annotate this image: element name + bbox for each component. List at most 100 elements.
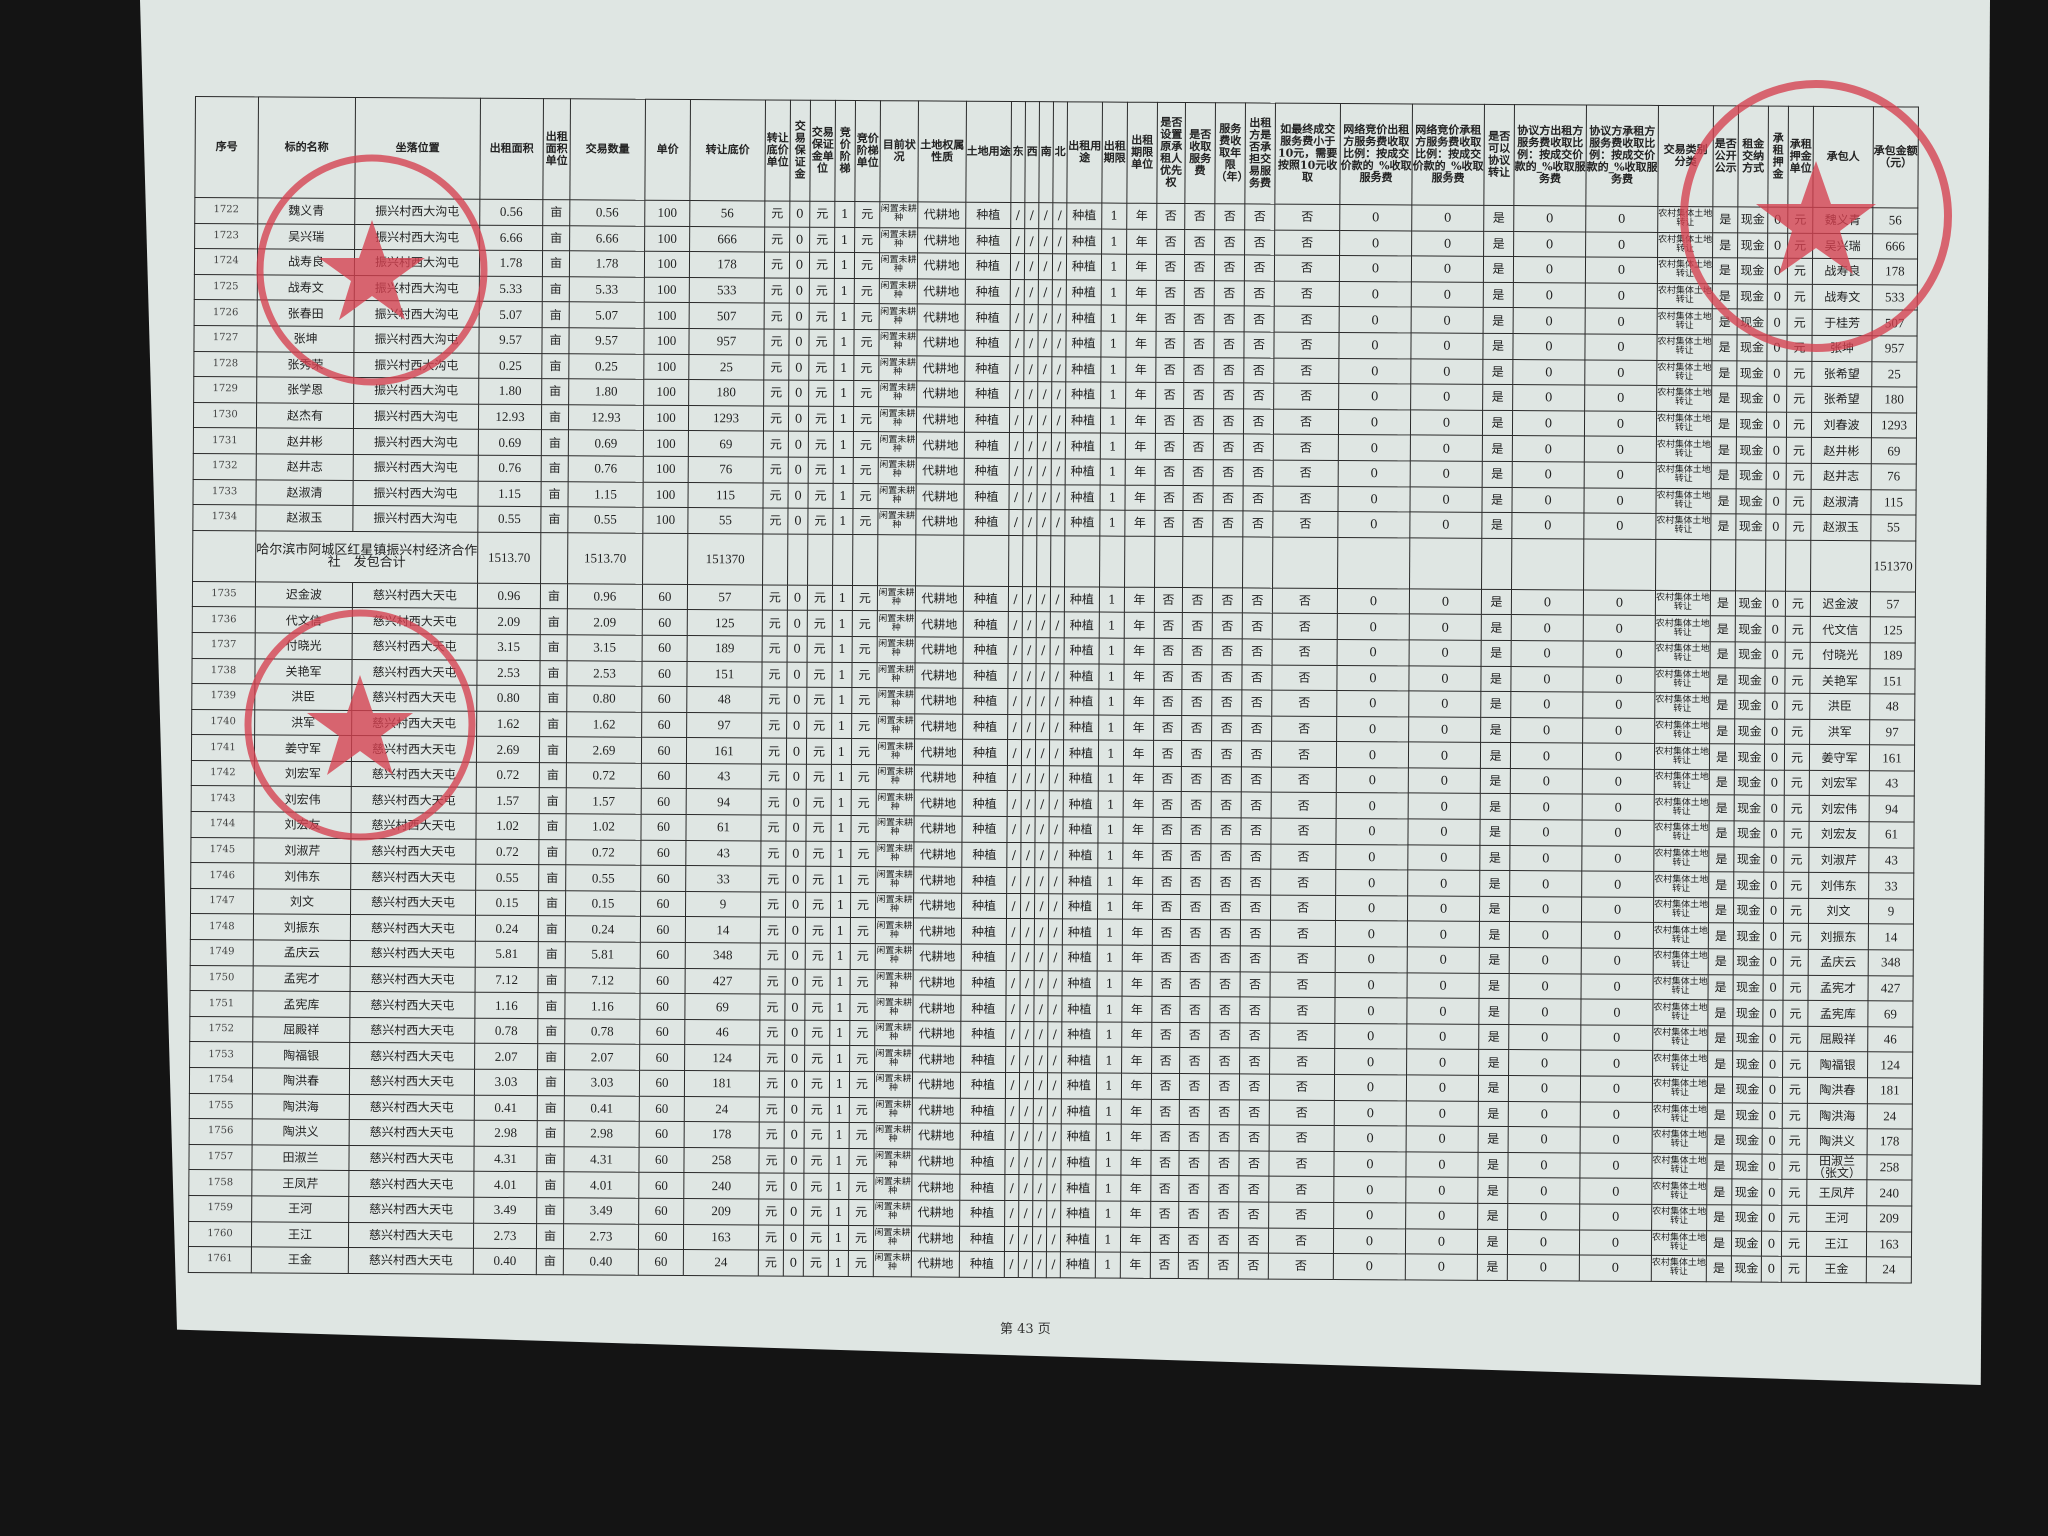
- contractor: 代文信: [1810, 616, 1871, 643]
- online-lessee-pct: 0: [1411, 281, 1484, 308]
- west: /: [1018, 1200, 1033, 1227]
- lease-deposit-unit: 元: [1785, 616, 1811, 643]
- parcel-name: 关艳军: [254, 658, 353, 685]
- quantity: 0.80: [566, 685, 642, 712]
- land-use: 种植: [965, 202, 1011, 229]
- deposit-unit: 元: [805, 815, 832, 842]
- lease-deposit: 0: [1762, 1051, 1783, 1078]
- term: 1: [1100, 433, 1126, 460]
- nego-lessor-pct: 0: [1507, 1177, 1580, 1204]
- charge-fee: 否: [1181, 715, 1212, 742]
- contractor: 刘宏友: [1808, 821, 1870, 848]
- blank-cell: [1409, 537, 1482, 590]
- base-price: 125: [687, 609, 763, 636]
- east: /: [1007, 739, 1022, 766]
- land-use: 种植: [963, 509, 1009, 536]
- west: /: [1021, 688, 1036, 715]
- column-header: 转让底价单位: [764, 99, 791, 202]
- priority: 否: [1153, 689, 1182, 716]
- term: 1: [1098, 663, 1125, 690]
- bid-step-unit: 元: [853, 380, 879, 407]
- north: /: [1052, 253, 1067, 280]
- online-lessor-pct: 0: [1336, 767, 1409, 794]
- status: 闲置未耕种: [875, 866, 914, 893]
- column-header: 东: [1010, 101, 1026, 203]
- category: 农村集体土地转让: [1655, 615, 1711, 642]
- lease-deposit-unit: 元: [1786, 463, 1812, 489]
- north: /: [1050, 484, 1066, 510]
- parcel-name: 刘文: [253, 888, 351, 915]
- lease-deposit-unit: 元: [1783, 898, 1809, 924]
- term: 1: [1099, 612, 1125, 639]
- deposit: 0: [784, 1045, 805, 1072]
- min-fee-rule: 否: [1272, 485, 1339, 512]
- row-number: 1723: [194, 223, 258, 250]
- south: /: [1032, 1175, 1047, 1201]
- bid-step-unit: 元: [854, 303, 880, 330]
- price-unit: 元: [758, 1224, 784, 1251]
- ownership: 代耕地: [915, 636, 964, 663]
- west: /: [1021, 663, 1037, 689]
- quantity: 0.40: [563, 1248, 639, 1275]
- location: 慈兴村西大天屯: [352, 582, 478, 609]
- price-unit: 元: [758, 1147, 785, 1174]
- parcel-name: 付晓光: [255, 632, 353, 659]
- lease-deposit: 0: [1765, 514, 1786, 540]
- contractor: 关艳军: [1809, 667, 1871, 694]
- east: /: [1004, 1174, 1019, 1201]
- column-header: 是否公开公示: [1712, 105, 1739, 207]
- charge-fee: 否: [1180, 919, 1211, 946]
- lessor-bears-fee: 否: [1241, 766, 1272, 793]
- charge-fee: 否: [1179, 996, 1211, 1023]
- negotiable: 是: [1479, 819, 1511, 846]
- ownership: 代耕地: [913, 815, 963, 842]
- nego-lessor-pct: 0: [1512, 410, 1585, 437]
- nego-lessor-pct: 0: [1510, 742, 1583, 769]
- location: 慈兴村西大天屯: [348, 1222, 474, 1249]
- contract-amount: 43: [1869, 770, 1915, 797]
- priority: 否: [1151, 1073, 1180, 1100]
- bid-step-unit: 元: [850, 866, 876, 893]
- charge-fee: 否: [1184, 280, 1215, 307]
- lease-deposit-unit: 元: [1783, 949, 1809, 975]
- parcel-name: 赵井志: [256, 453, 354, 481]
- lease-deposit: 0: [1766, 437, 1787, 464]
- status: 闲置未耕种: [873, 1250, 912, 1277]
- nego-lessee-pct: 0: [1579, 1229, 1652, 1256]
- min-fee-rule: 否: [1270, 946, 1336, 973]
- payment: 现金: [1733, 872, 1764, 898]
- negotiable: 是: [1480, 691, 1511, 718]
- area-unit: 亩: [538, 916, 566, 942]
- lease-area: 0.78: [474, 1018, 538, 1045]
- payment: 现金: [1734, 718, 1765, 745]
- row-number: 1736: [192, 606, 256, 633]
- payment: 现金: [1733, 974, 1764, 1001]
- bid-step-unit: 元: [851, 789, 877, 816]
- lessor-bears-fee: 否: [1244, 280, 1275, 307]
- bid-step-unit: 元: [850, 969, 876, 995]
- min-fee-rule: 否: [1273, 434, 1339, 461]
- rent-use: 种植: [1061, 1098, 1097, 1125]
- price-unit: 元: [759, 1070, 785, 1097]
- nego-lessor-pct: 0: [1513, 231, 1586, 258]
- term-unit: 年: [1122, 894, 1153, 920]
- nego-lessor-pct: 0: [1508, 1126, 1581, 1153]
- nego-lessee-pct: 0: [1583, 640, 1656, 667]
- fee-years: 否: [1211, 664, 1243, 690]
- location: 慈兴村西大天屯: [348, 1247, 474, 1274]
- category: 农村集体土地转让: [1656, 462, 1712, 489]
- online-lessee-pct: 0: [1407, 818, 1481, 846]
- term-unit: 年: [1123, 663, 1155, 690]
- priority: 否: [1153, 740, 1182, 767]
- online-lessor-pct: 0: [1338, 383, 1411, 410]
- charge-fee: 否: [1183, 459, 1214, 486]
- quantity: 2.09: [567, 609, 643, 636]
- lease-deposit-unit: 元: [1783, 872, 1809, 899]
- land-use: 种植: [964, 406, 1010, 433]
- land-use: 种植: [962, 662, 1009, 689]
- quantity: 2.73: [563, 1223, 639, 1250]
- row-number: 1743: [191, 785, 255, 812]
- deposit: 0: [789, 201, 810, 227]
- south: /: [1036, 586, 1051, 613]
- area-unit: 亩: [539, 685, 567, 712]
